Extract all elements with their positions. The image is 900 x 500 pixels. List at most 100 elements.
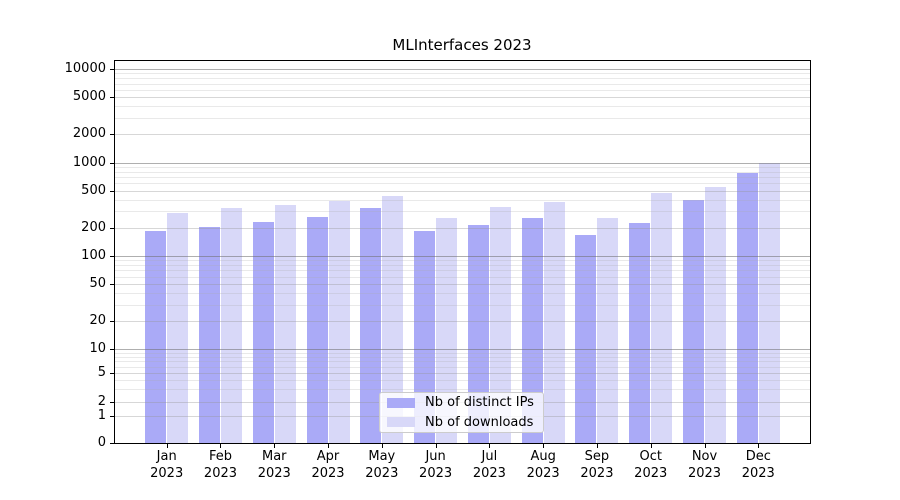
gridline	[114, 134, 810, 136]
x-tick-month: Mar	[261, 449, 287, 464]
bar-distinct-ips	[736, 172, 758, 443]
bar-downloads	[758, 162, 780, 443]
x-tick	[543, 444, 545, 448]
y-tick-label: 5000	[72, 89, 106, 105]
x-tick	[381, 444, 383, 448]
gridline	[114, 106, 810, 108]
y-tick-label: 2000	[72, 126, 106, 142]
y-tick-label: 500	[81, 182, 106, 198]
x-tick-month: Aug	[530, 449, 556, 464]
gridline	[114, 171, 810, 173]
y-tick-label: 100	[81, 247, 106, 263]
bar-distinct-ips	[629, 223, 651, 443]
bar-distinct-ips	[521, 217, 543, 443]
bar-downloads	[651, 193, 673, 443]
gridline	[114, 78, 810, 80]
legend-swatch-downloads	[387, 417, 415, 428]
gridline	[114, 162, 810, 164]
y-tick	[110, 255, 114, 257]
y-tick-label: 5	[97, 364, 106, 380]
x-tick-label: Jan 2023	[139, 448, 195, 482]
x-tick-year: 2023	[634, 466, 668, 481]
x-tick-month: Jun	[425, 449, 446, 464]
y-tick-label: 0	[97, 435, 106, 450]
gridline	[114, 69, 810, 71]
y-tick	[110, 134, 114, 136]
gridline	[114, 199, 810, 201]
y-tick	[110, 227, 114, 229]
x-tick-label: Apr 2023	[300, 448, 356, 482]
bar-distinct-ips	[252, 221, 274, 443]
plot-area	[114, 60, 810, 443]
x-tick-month: May	[368, 449, 396, 464]
x-tick-year: 2023	[472, 466, 506, 481]
x-tick-label: Jul 2023	[461, 448, 517, 482]
x-tick-label: Jun 2023	[408, 448, 464, 482]
bar-distinct-ips	[575, 234, 597, 443]
gridline	[114, 264, 810, 266]
x-tick-year: 2023	[257, 466, 291, 481]
bar-distinct-ips	[198, 226, 220, 443]
bar-distinct-ips	[467, 224, 489, 443]
bar-downloads	[543, 201, 565, 443]
bar-downloads	[274, 204, 296, 443]
y-tick	[110, 284, 114, 286]
chart-title: MLInterfaces 2023	[392, 36, 532, 54]
axis-spine-top	[114, 60, 811, 61]
x-tick	[328, 444, 330, 448]
x-tick-label: Feb 2023	[192, 448, 248, 482]
y-tick-label: 1000	[72, 154, 106, 170]
gridline	[114, 211, 810, 213]
y-tick-label: 50	[89, 276, 106, 292]
bar-distinct-ips	[360, 208, 382, 443]
y-tick	[110, 415, 114, 417]
y-tick	[110, 162, 114, 164]
y-tick-label: 10000	[64, 61, 106, 77]
x-tick-year: 2023	[203, 466, 238, 481]
x-tick-year: 2023	[741, 466, 775, 481]
gridline	[114, 361, 810, 363]
y-tick	[110, 190, 114, 192]
gridline	[114, 293, 810, 295]
bar-distinct-ips	[306, 217, 328, 443]
x-tick-label: Sep 2023	[569, 448, 625, 482]
bar-downloads	[328, 200, 350, 443]
gridline	[114, 227, 810, 229]
bar-downloads	[597, 217, 619, 443]
gridline	[114, 89, 810, 91]
y-tick	[110, 97, 114, 99]
x-tick	[489, 444, 491, 448]
gridline	[114, 372, 810, 374]
y-tick	[110, 321, 114, 323]
gridline	[114, 183, 810, 185]
x-tick	[758, 444, 760, 448]
gridline	[114, 366, 810, 368]
x-tick-month: Apr	[316, 449, 340, 464]
y-tick	[110, 349, 114, 351]
bar-downloads	[489, 206, 511, 443]
gridline	[114, 117, 810, 119]
x-tick	[596, 444, 598, 448]
axis-spine-right	[810, 60, 811, 444]
y-tick-label: 200	[81, 219, 106, 235]
gridline	[114, 352, 810, 354]
y-tick-label: 10	[89, 341, 106, 357]
legend-entry-downloads: Nb of downloads	[380, 413, 543, 433]
gridline	[114, 321, 810, 323]
bar-downloads	[220, 207, 242, 443]
legend-label-downloads: Nb of downloads	[425, 414, 534, 430]
bar-downloads	[382, 195, 404, 443]
x-tick-month: Jan	[156, 449, 177, 464]
x-tick	[650, 444, 652, 448]
gridline	[114, 284, 810, 286]
gridline	[114, 356, 810, 358]
gridline	[114, 97, 810, 99]
gridline	[114, 83, 810, 85]
gridline	[114, 276, 810, 278]
x-tick-year: 2023	[311, 466, 345, 481]
gridline	[114, 166, 810, 168]
x-tick-label: Oct 2023	[623, 448, 679, 482]
gridline	[114, 176, 810, 178]
legend: Nb of distinct IPs Nb of downloads	[379, 392, 544, 433]
